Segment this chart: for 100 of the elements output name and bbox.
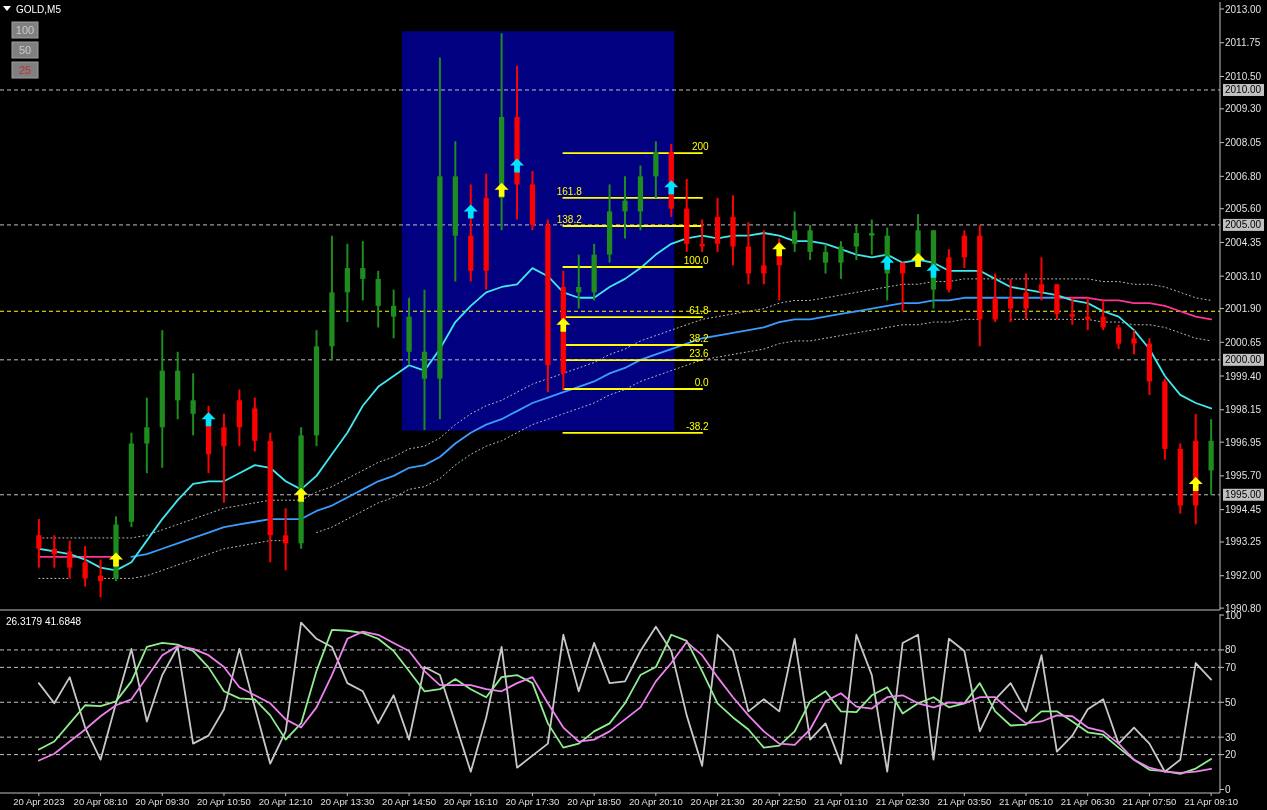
candlestick (1023, 272, 1029, 321)
candlestick (82, 545, 88, 588)
ref-line-label: 2000.00 (1225, 354, 1262, 366)
point (772, 242, 787, 257)
candlestick (622, 175, 628, 240)
line-series (37, 232, 1213, 572)
candlestick (67, 539, 73, 580)
point (494, 182, 509, 197)
chart-title: 26.3179 41.6848 (6, 616, 82, 627)
y-tick-label: 2004.35 (1225, 236, 1262, 248)
candlestick (761, 229, 767, 286)
y-tick-label: 1995.70 (1225, 470, 1262, 482)
candlestick (221, 412, 227, 504)
y-tick-label: 2000.65 (1225, 336, 1262, 348)
point (1188, 476, 1203, 491)
series-label: 161.8 (556, 185, 583, 197)
candlestick (36, 518, 42, 569)
series-label: 200 (691, 141, 710, 153)
y-tick-label: 2010.50 (1225, 70, 1262, 82)
y-tick-label: 2001.90 (1225, 303, 1262, 315)
point (108, 552, 123, 567)
x-tick-label: 20 Apr 22:50 (752, 796, 807, 807)
x-tick-label: 20 Apr 17:30 (505, 796, 560, 807)
point (911, 252, 926, 267)
candlestick (838, 240, 844, 280)
ref-line-label: 2005.00 (1225, 219, 1262, 231)
y-tick-label: 2005.60 (1225, 203, 1262, 215)
candlestick (992, 272, 998, 324)
ref-line-label: 2010.00 (1225, 84, 1262, 96)
candlestick (1038, 256, 1045, 302)
x-tick-label: 21 Apr 06:30 (1060, 796, 1115, 807)
candlestick (822, 242, 829, 275)
candlestick (1007, 277, 1014, 324)
y-tick-label: 2011.75 (1225, 37, 1261, 49)
x-tick-label: 20 Apr 08:10 (73, 796, 128, 807)
y-tick-label: 1999.40 (1225, 370, 1262, 382)
x-tick-label: 20 Apr 2023 (13, 796, 65, 807)
candlestick (1131, 329, 1137, 356)
candlestick (807, 223, 813, 261)
text: 25 (18, 64, 32, 76)
candlestick (853, 223, 859, 261)
series-label: 138.2 (556, 213, 583, 225)
text: 50 (18, 44, 32, 56)
point (463, 204, 478, 219)
candlestick (144, 396, 150, 475)
y-tick-label: 2008.05 (1225, 137, 1262, 149)
y-tick-label: 1992.00 (1225, 570, 1262, 582)
y-tick-label: 80 (1225, 644, 1237, 656)
candlestick (190, 372, 196, 437)
series-label: 100.0 (683, 255, 710, 266)
x-tick-label: 21 Apr 09:10 (1184, 796, 1239, 807)
y-tick-label: 2006.80 (1225, 170, 1262, 182)
x-tick-label: 21 Apr 07:50 (1122, 796, 1177, 807)
y-tick-label: 2009.30 (1225, 103, 1262, 115)
candlestick (360, 240, 366, 302)
y-tick-label: 50 (1225, 696, 1237, 708)
y-tick-label: 70 (1225, 661, 1237, 673)
point (201, 412, 216, 427)
candlestick (869, 218, 875, 256)
point (880, 255, 895, 270)
series-label: 23.6 (689, 348, 710, 360)
x-tick-label: 20 Apr 09:30 (135, 796, 190, 807)
series-label: 61.8 (689, 305, 710, 317)
ref-line-label: 1995.00 (1225, 489, 1262, 501)
y-tick-label: 2003.10 (1225, 270, 1262, 282)
candlestick (1115, 323, 1122, 351)
y-tick-label: 1993.25 (1225, 536, 1262, 548)
y-tick-label: 0 (1225, 784, 1231, 796)
point (664, 180, 679, 195)
y-tick-label: 30 (1225, 731, 1237, 743)
x-tick-label: 21 Apr 05:10 (999, 796, 1053, 807)
x-tick-label: 21 Apr 03:50 (937, 796, 992, 807)
y-tick-label: 1994.45 (1225, 504, 1262, 516)
annotation: 100 (15, 24, 35, 36)
x-tick-label: 20 Apr 13:30 (320, 796, 375, 807)
x-tick-label: 21 Apr 02:30 (875, 796, 930, 807)
series-label: -38.2 (685, 420, 710, 432)
x-tick-label: 20 Apr 10:50 (197, 796, 251, 807)
x-tick-label: 20 Apr 12:10 (258, 796, 313, 807)
y-tick-label: 20 (1225, 749, 1237, 761)
candlestick (961, 229, 967, 270)
chart-title: GOLD,M5 (16, 4, 62, 15)
x-tick-label: 20 Apr 18:50 (567, 796, 622, 807)
x-tick-label: 20 Apr 14:50 (382, 796, 436, 807)
y-tick-label: 1996.95 (1225, 436, 1262, 448)
x-tick-label: 20 Apr 16:10 (443, 796, 498, 807)
point (556, 317, 571, 332)
y-tick-label: 2013.00 (1225, 3, 1262, 15)
y-tick-label: 1998.15 (1225, 404, 1262, 416)
point (926, 263, 941, 278)
candlestick (792, 210, 798, 253)
candlestick (283, 507, 289, 572)
x-tick-label: 20 Apr 21:30 (690, 796, 745, 807)
point (294, 487, 309, 502)
series-label: 0.0 (694, 376, 710, 388)
point (510, 158, 525, 173)
candlestick (391, 288, 397, 340)
candlestick (1069, 296, 1075, 326)
x-tick-label: 21 Apr 01:10 (814, 796, 868, 807)
x-tick-label: 20 Apr 20:10 (628, 796, 683, 807)
